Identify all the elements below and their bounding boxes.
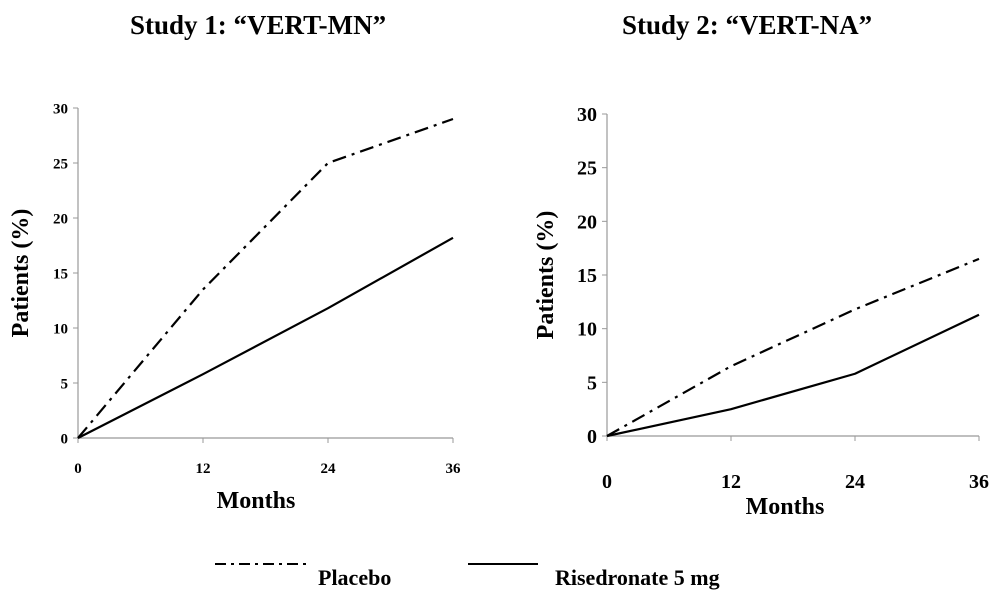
chart-1-x-axis-label: Months (217, 488, 296, 514)
chart-2-y-tick-label: 5 (587, 372, 597, 394)
chart-1-y-tick-label: 10 (53, 321, 68, 337)
chart-2-y-tick-label: 20 (577, 211, 597, 233)
chart-1-x-tick-label: 12 (196, 461, 211, 477)
chart-2-x-tick-label: 24 (845, 471, 865, 493)
chart-2-x-tick-label: 36 (969, 471, 989, 493)
chart-1-title: Study 1: “VERT-MN” (130, 10, 387, 40)
chart-1-y-tick-label: 25 (53, 156, 68, 172)
chart-2-x-tick-label: 12 (721, 471, 741, 493)
chart-2-y-axis-label: Patients (%) (533, 211, 559, 340)
legend-risedronate-label: Risedronate 5 mg (555, 565, 720, 590)
chart-1-x-tick-label: 0 (74, 461, 82, 477)
chart-1-x-tick-label: 24 (321, 461, 337, 477)
chart-2-series-risedronate-5-mg (606, 313, 980, 438)
chart-2-series-placebo (606, 257, 980, 437)
chart-1-y-tick-label: 5 (61, 376, 69, 392)
chart-1-y-axis-label: Patients (%) (8, 209, 34, 338)
chart-2-x-axis-label: Months (746, 494, 825, 520)
chart-1-y-tick-label: 15 (53, 266, 68, 282)
chart-1-x-tick-label: 36 (446, 461, 462, 477)
chart-2-y-tick-label: 0 (587, 426, 597, 448)
chart-2-y-tick-label: 10 (577, 319, 597, 341)
chart-2-x-tick-label: 0 (602, 471, 612, 493)
chart-1-y-tick-label: 30 (53, 101, 68, 117)
chart-1-y-tick-label: 20 (53, 211, 68, 227)
chart-1-series-placebo (77, 117, 454, 439)
chart-2-y-tick-label: 15 (577, 265, 597, 287)
chart-2: 0 5 10 15 20 25 30 0 12 24 36 Months Patients (%) (533, 104, 989, 520)
legend-placebo-label: Placebo (318, 565, 392, 590)
chart-1: 0 5 10 15 20 25 30 0 12 24 36 Months Patients (%) (8, 101, 461, 514)
chart-2-y-tick-label: 25 (577, 158, 597, 180)
chart-2-title: Study 2: “VERT-NA” (622, 10, 873, 40)
chart-1-y-tick-label: 0 (61, 431, 69, 447)
chart-2-y-tick-label: 30 (577, 104, 597, 126)
chart-1-series-risedronate-5-mg (77, 236, 454, 439)
